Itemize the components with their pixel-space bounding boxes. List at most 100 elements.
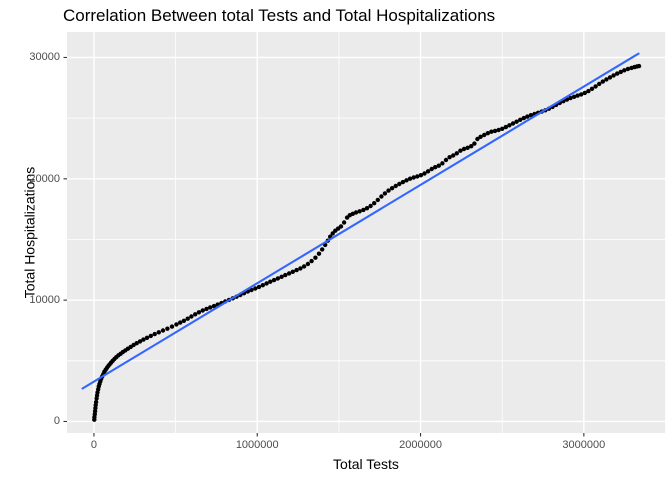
data-point — [433, 165, 438, 170]
data-point — [500, 126, 505, 131]
data-point — [372, 201, 377, 206]
data-point — [469, 144, 474, 149]
data-point — [478, 134, 483, 139]
x-axis-tick-label: 2000000 — [399, 439, 442, 451]
data-point — [189, 314, 194, 319]
data-point — [134, 341, 139, 346]
data-point — [193, 312, 198, 317]
data-point — [290, 269, 295, 274]
data-point — [364, 206, 370, 211]
data-point — [611, 73, 616, 78]
data-point — [152, 331, 157, 337]
data-point — [305, 261, 311, 267]
data-point — [443, 157, 449, 163]
data-point — [475, 136, 480, 142]
data-point — [264, 281, 269, 286]
data-point — [298, 266, 303, 271]
x-axis-tick-labels: 0 1000000 2000000 3000000 — [0, 439, 672, 453]
data-point — [144, 335, 150, 340]
data-point — [447, 155, 452, 160]
data-point — [454, 151, 459, 156]
data-point — [275, 276, 280, 281]
data-point — [256, 284, 262, 290]
data-point — [368, 203, 373, 209]
data-point — [514, 119, 519, 124]
data-point — [615, 71, 620, 76]
data-point — [579, 92, 584, 97]
x-axis-tick-label: 3000000 — [562, 439, 606, 451]
data-point — [185, 316, 190, 321]
y-axis-tick-label: 10000 — [29, 294, 60, 307]
data-point — [407, 176, 413, 181]
x-axis-tick-label: 0 — [90, 439, 97, 451]
data-point — [386, 188, 391, 193]
data-point — [607, 75, 613, 80]
data-point — [137, 339, 143, 344]
data-point — [208, 305, 213, 310]
data-point — [211, 303, 217, 309]
data-point — [618, 69, 623, 75]
data-point — [268, 279, 273, 284]
data-point — [436, 163, 441, 168]
data-point — [316, 251, 322, 256]
data-point — [589, 86, 595, 92]
data-point — [458, 148, 463, 153]
data-point — [204, 306, 209, 312]
y-axis-tick-label: 0 — [53, 415, 60, 428]
data-point — [174, 322, 179, 327]
y-axis-tick-labels: 0 10000 20000 30000 — [0, 0, 60, 480]
data-point — [461, 146, 467, 152]
data-point — [485, 131, 490, 136]
data-point — [165, 326, 170, 331]
data-point — [503, 124, 508, 130]
data-point — [279, 274, 284, 279]
data-point — [482, 132, 487, 138]
data-point — [496, 127, 501, 133]
data-point — [361, 207, 366, 213]
data-point — [489, 129, 494, 134]
data-point — [200, 308, 205, 313]
chart-title: Correlation Between total Tests and Tota… — [63, 6, 496, 25]
data-point — [379, 194, 384, 199]
data-point — [465, 145, 470, 150]
data-point — [507, 123, 512, 128]
data-point — [586, 88, 591, 94]
data-point — [320, 247, 325, 252]
data-point — [521, 115, 526, 121]
data-point — [253, 286, 258, 291]
data-point — [636, 63, 642, 69]
data-point — [148, 333, 153, 339]
data-point — [593, 84, 598, 89]
data-point — [375, 197, 380, 203]
data-point — [575, 93, 580, 98]
data-point — [625, 66, 631, 72]
data-point — [418, 173, 424, 178]
data-point — [400, 179, 406, 185]
data-point — [141, 337, 146, 342]
data-point — [425, 169, 431, 174]
data-point — [451, 153, 456, 158]
data-point — [472, 141, 477, 146]
data-point — [440, 161, 445, 166]
data-point — [271, 277, 277, 283]
data-point — [582, 90, 587, 96]
data-point — [397, 181, 402, 187]
data-point — [196, 310, 202, 315]
data-point — [286, 271, 292, 276]
data-point — [353, 210, 359, 215]
data-point — [357, 209, 362, 214]
data-point — [597, 81, 602, 87]
data-point — [309, 258, 314, 264]
data-point — [510, 121, 516, 126]
regression-line — [81, 52, 640, 390]
data-point — [411, 175, 416, 180]
y-axis-tick-label: 20000 — [29, 172, 60, 185]
data-point — [415, 174, 420, 179]
data-point — [169, 324, 175, 329]
data-point — [568, 95, 573, 101]
data-point — [604, 77, 609, 82]
data-point — [525, 114, 530, 119]
data-point — [160, 328, 166, 333]
